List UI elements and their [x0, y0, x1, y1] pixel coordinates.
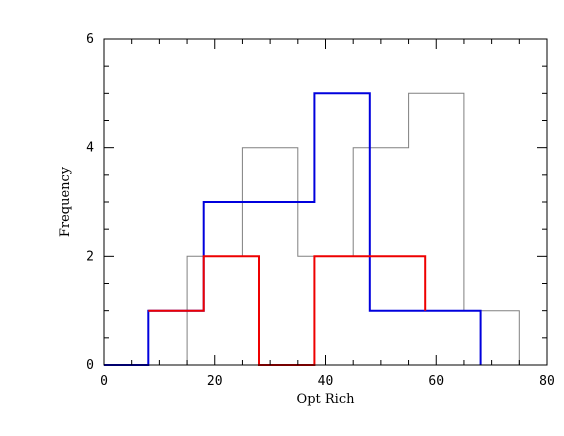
x-tick-label: 60 [428, 374, 444, 389]
series-layer [104, 92, 520, 366]
x-tick-label: 40 [318, 374, 334, 389]
x-tick-label: 80 [539, 374, 555, 389]
histogram-series-1 [186, 92, 520, 365]
y-tick-label: 4 [86, 141, 94, 156]
x-axis-label: Opt Rich [297, 392, 356, 407]
axis-ticks [103, 38, 548, 366]
y-axis-label: Frequency [58, 166, 73, 237]
x-tick-label: 0 [100, 374, 108, 389]
y-tick-label: 6 [86, 32, 94, 47]
y-tick-label: 2 [86, 249, 94, 264]
y-tick-labels: 0 2 4 6 [86, 32, 94, 373]
x-tick-labels: 0 20 40 60 80 [100, 374, 555, 389]
histogram-series-2 [104, 92, 482, 366]
y-tick-label: 0 [86, 358, 94, 373]
x-tick-label: 20 [207, 374, 223, 389]
